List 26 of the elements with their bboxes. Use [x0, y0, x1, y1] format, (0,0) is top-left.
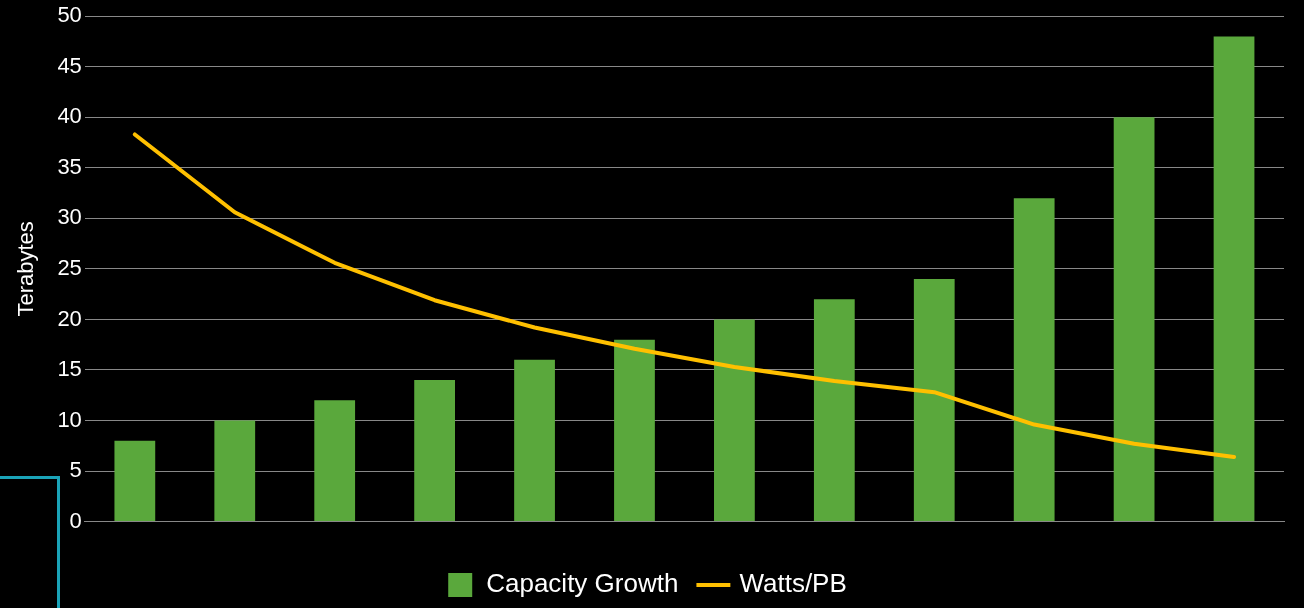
y-tick-label: 45 [57, 52, 82, 78]
y-tick-label: 20 [57, 305, 82, 331]
y-tick-label: 5 [69, 457, 82, 483]
y-tick-label: 50 [57, 2, 82, 28]
bar [714, 319, 755, 522]
legend-label: Capacity Growth [486, 568, 679, 599]
bar [414, 380, 455, 522]
bar [913, 279, 955, 522]
bar [314, 400, 356, 522]
bar [514, 359, 555, 522]
y-tick-label: 40 [57, 103, 82, 129]
y-tick-label: 0 [69, 507, 82, 533]
y-tick-label: 30 [57, 204, 82, 230]
bar [614, 339, 655, 522]
legend-label: Watts/PB [739, 568, 847, 599]
bar [214, 420, 256, 522]
bar [1013, 198, 1055, 522]
y-tick-label: 25 [57, 254, 82, 280]
y-tick-label: 35 [57, 153, 82, 179]
y-tick-label: 15 [57, 356, 82, 382]
bar [1113, 117, 1155, 522]
bar [114, 440, 156, 522]
bar [813, 299, 855, 522]
y-axis-title: Terabytes [13, 221, 39, 317]
bar [1213, 36, 1255, 522]
y-tick-label: 10 [57, 406, 82, 432]
